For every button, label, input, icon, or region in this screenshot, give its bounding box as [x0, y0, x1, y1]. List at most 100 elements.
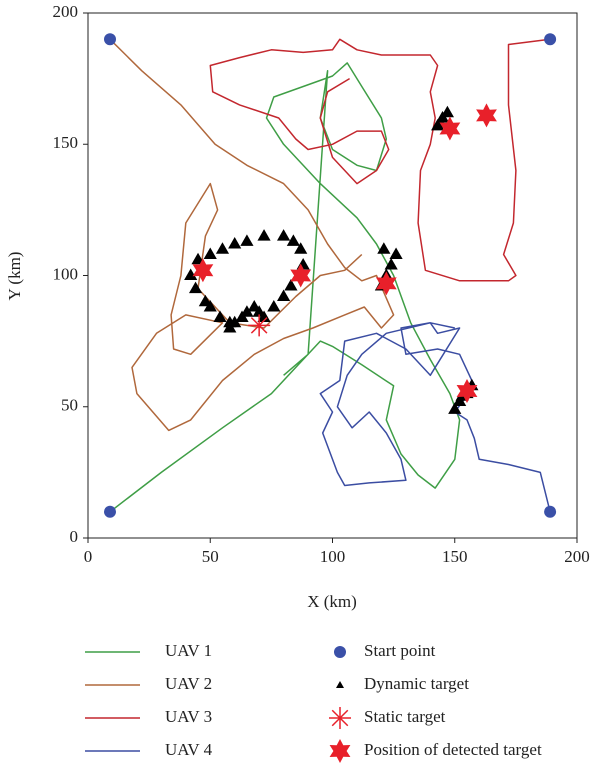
marker-triangle	[191, 252, 205, 265]
star-marker	[476, 103, 497, 128]
star-marker	[290, 263, 312, 288]
marker-triangle	[247, 299, 261, 312]
marker-star	[439, 116, 461, 141]
triangle-marker	[203, 247, 217, 259]
x-tick-label: 200	[564, 547, 590, 566]
circle-marker	[544, 505, 557, 518]
triangle-marker	[294, 242, 308, 254]
circle-marker	[104, 33, 117, 46]
marker-circle	[104, 505, 117, 518]
star-marker	[329, 739, 351, 763]
x-axis-label: X (km)	[307, 592, 357, 611]
triangle-marker	[247, 299, 261, 312]
marker-star	[375, 271, 397, 296]
trajectory	[109, 62, 461, 513]
star-marker	[439, 116, 461, 141]
legend-label: Dynamic target	[364, 674, 469, 693]
marker-triangle	[203, 247, 217, 259]
marker-triangle	[188, 281, 203, 294]
asterisk-marker	[329, 707, 351, 729]
marker-triangle	[389, 247, 403, 259]
triangle-marker	[213, 310, 227, 322]
triangle-marker	[389, 247, 403, 259]
legend-label: UAV 4	[165, 740, 213, 759]
star-marker	[456, 379, 478, 403]
marker-triangle	[284, 278, 298, 291]
y-tick-label: 200	[53, 2, 79, 21]
marker-triangle	[257, 229, 271, 241]
marker-triangle	[240, 305, 254, 317]
marker-triangle	[223, 320, 237, 333]
marker-triangle	[184, 268, 198, 280]
marker-circle	[544, 505, 557, 518]
marker-circle	[334, 646, 346, 658]
marker-triangle	[228, 236, 242, 249]
marker-triangle	[294, 242, 308, 254]
triangle-marker	[203, 299, 217, 312]
marker-triangle	[198, 294, 212, 307]
marker-star	[329, 739, 351, 763]
trajectory	[319, 322, 551, 512]
marker-triangle	[267, 299, 281, 312]
marker-triangle	[277, 289, 291, 301]
marker-triangle	[277, 229, 291, 241]
triangle-marker	[377, 242, 391, 254]
circle-marker	[544, 33, 557, 46]
marker-star	[476, 103, 497, 128]
marker-triangle	[235, 310, 249, 322]
circle-marker	[104, 505, 117, 518]
marker-stroke	[250, 317, 268, 334]
triangle-marker	[277, 289, 291, 301]
triangle-marker	[223, 315, 237, 328]
y-tick-label: 100	[53, 264, 79, 283]
asterisk-marker	[248, 314, 271, 337]
x-tick-label: 50	[202, 547, 219, 566]
triangle-marker	[440, 105, 454, 118]
marker-triangle	[240, 234, 254, 246]
triangle-marker	[215, 242, 230, 254]
triangle-marker	[336, 681, 344, 688]
x-tick-label: 0	[84, 547, 93, 566]
triangle-marker	[448, 402, 462, 414]
marker-triangle	[203, 299, 217, 312]
y-tick-label: 150	[53, 133, 79, 152]
marker-circle	[544, 33, 557, 46]
legend-label: Start point	[364, 641, 436, 660]
legend-label: Position of detected target	[364, 740, 542, 759]
triangle-marker	[257, 229, 271, 241]
triangle-marker	[228, 236, 242, 249]
triangle-marker	[223, 320, 237, 333]
triangle-marker	[198, 294, 212, 307]
marker-triangle	[448, 402, 462, 414]
marker-stroke	[331, 709, 349, 727]
y-axis-label: Y (km)	[5, 252, 24, 301]
triangle-marker	[286, 234, 300, 246]
circle-marker	[334, 646, 346, 658]
triangle-marker	[235, 310, 249, 322]
marker-triangle	[286, 234, 300, 246]
marker-star	[290, 263, 312, 288]
x-tick-label: 150	[442, 547, 468, 566]
star-marker	[192, 258, 214, 283]
y-tick-label: 0	[70, 527, 79, 546]
marker-triangle	[213, 310, 227, 322]
triangle-marker	[384, 257, 398, 270]
marker-triangle	[336, 681, 344, 688]
triangle-marker	[191, 252, 205, 265]
x-tick-label: 100	[320, 547, 346, 566]
legend-label: Static target	[364, 707, 446, 726]
star-marker	[375, 271, 397, 296]
trajectory	[109, 38, 395, 432]
marker-triangle	[384, 257, 398, 270]
legend-label: UAV 1	[165, 641, 212, 660]
marker-triangle	[453, 394, 467, 406]
marker-star	[192, 258, 214, 283]
triangle-marker	[453, 394, 467, 406]
triangle-marker	[184, 268, 198, 280]
triangle-marker	[240, 305, 254, 317]
triangle-marker	[188, 281, 203, 294]
marker-triangle	[223, 315, 237, 328]
trajectory	[209, 38, 551, 282]
marker-triangle	[215, 242, 230, 254]
